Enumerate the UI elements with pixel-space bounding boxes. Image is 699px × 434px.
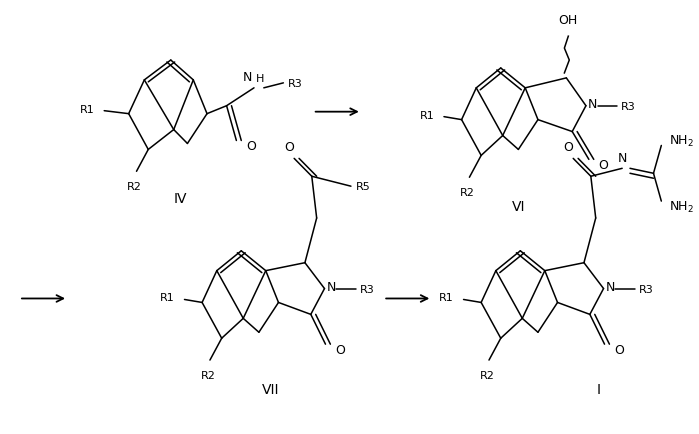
Text: NH$_2$: NH$_2$ — [669, 134, 694, 149]
Text: O: O — [563, 141, 573, 154]
Text: N: N — [326, 280, 336, 293]
Text: N: N — [617, 152, 627, 165]
Text: N: N — [243, 71, 252, 84]
Text: I: I — [597, 382, 600, 396]
Text: N: N — [588, 98, 597, 111]
Text: R2: R2 — [201, 370, 215, 380]
Text: R2: R2 — [127, 182, 142, 192]
Text: R5: R5 — [356, 182, 370, 192]
Text: R2: R2 — [460, 188, 475, 198]
Text: O: O — [246, 140, 256, 153]
Text: R3: R3 — [621, 102, 636, 112]
Text: VII: VII — [262, 382, 280, 396]
Text: R3: R3 — [360, 284, 375, 294]
Text: R3: R3 — [288, 79, 303, 89]
Text: O: O — [336, 343, 345, 356]
Text: O: O — [284, 141, 294, 154]
Text: NH$_2$: NH$_2$ — [669, 199, 694, 214]
Text: IV: IV — [174, 192, 187, 206]
Text: VI: VI — [512, 200, 525, 214]
Text: O: O — [614, 343, 624, 356]
Text: N: N — [605, 280, 615, 293]
Text: H: H — [256, 74, 264, 84]
Text: R3: R3 — [639, 284, 654, 294]
Text: R1: R1 — [439, 293, 454, 303]
Text: R1: R1 — [160, 293, 175, 303]
Text: OH: OH — [559, 14, 578, 27]
Text: O: O — [598, 158, 609, 171]
Text: R1: R1 — [80, 105, 94, 115]
Text: R2: R2 — [480, 370, 494, 380]
Text: R1: R1 — [419, 110, 434, 120]
